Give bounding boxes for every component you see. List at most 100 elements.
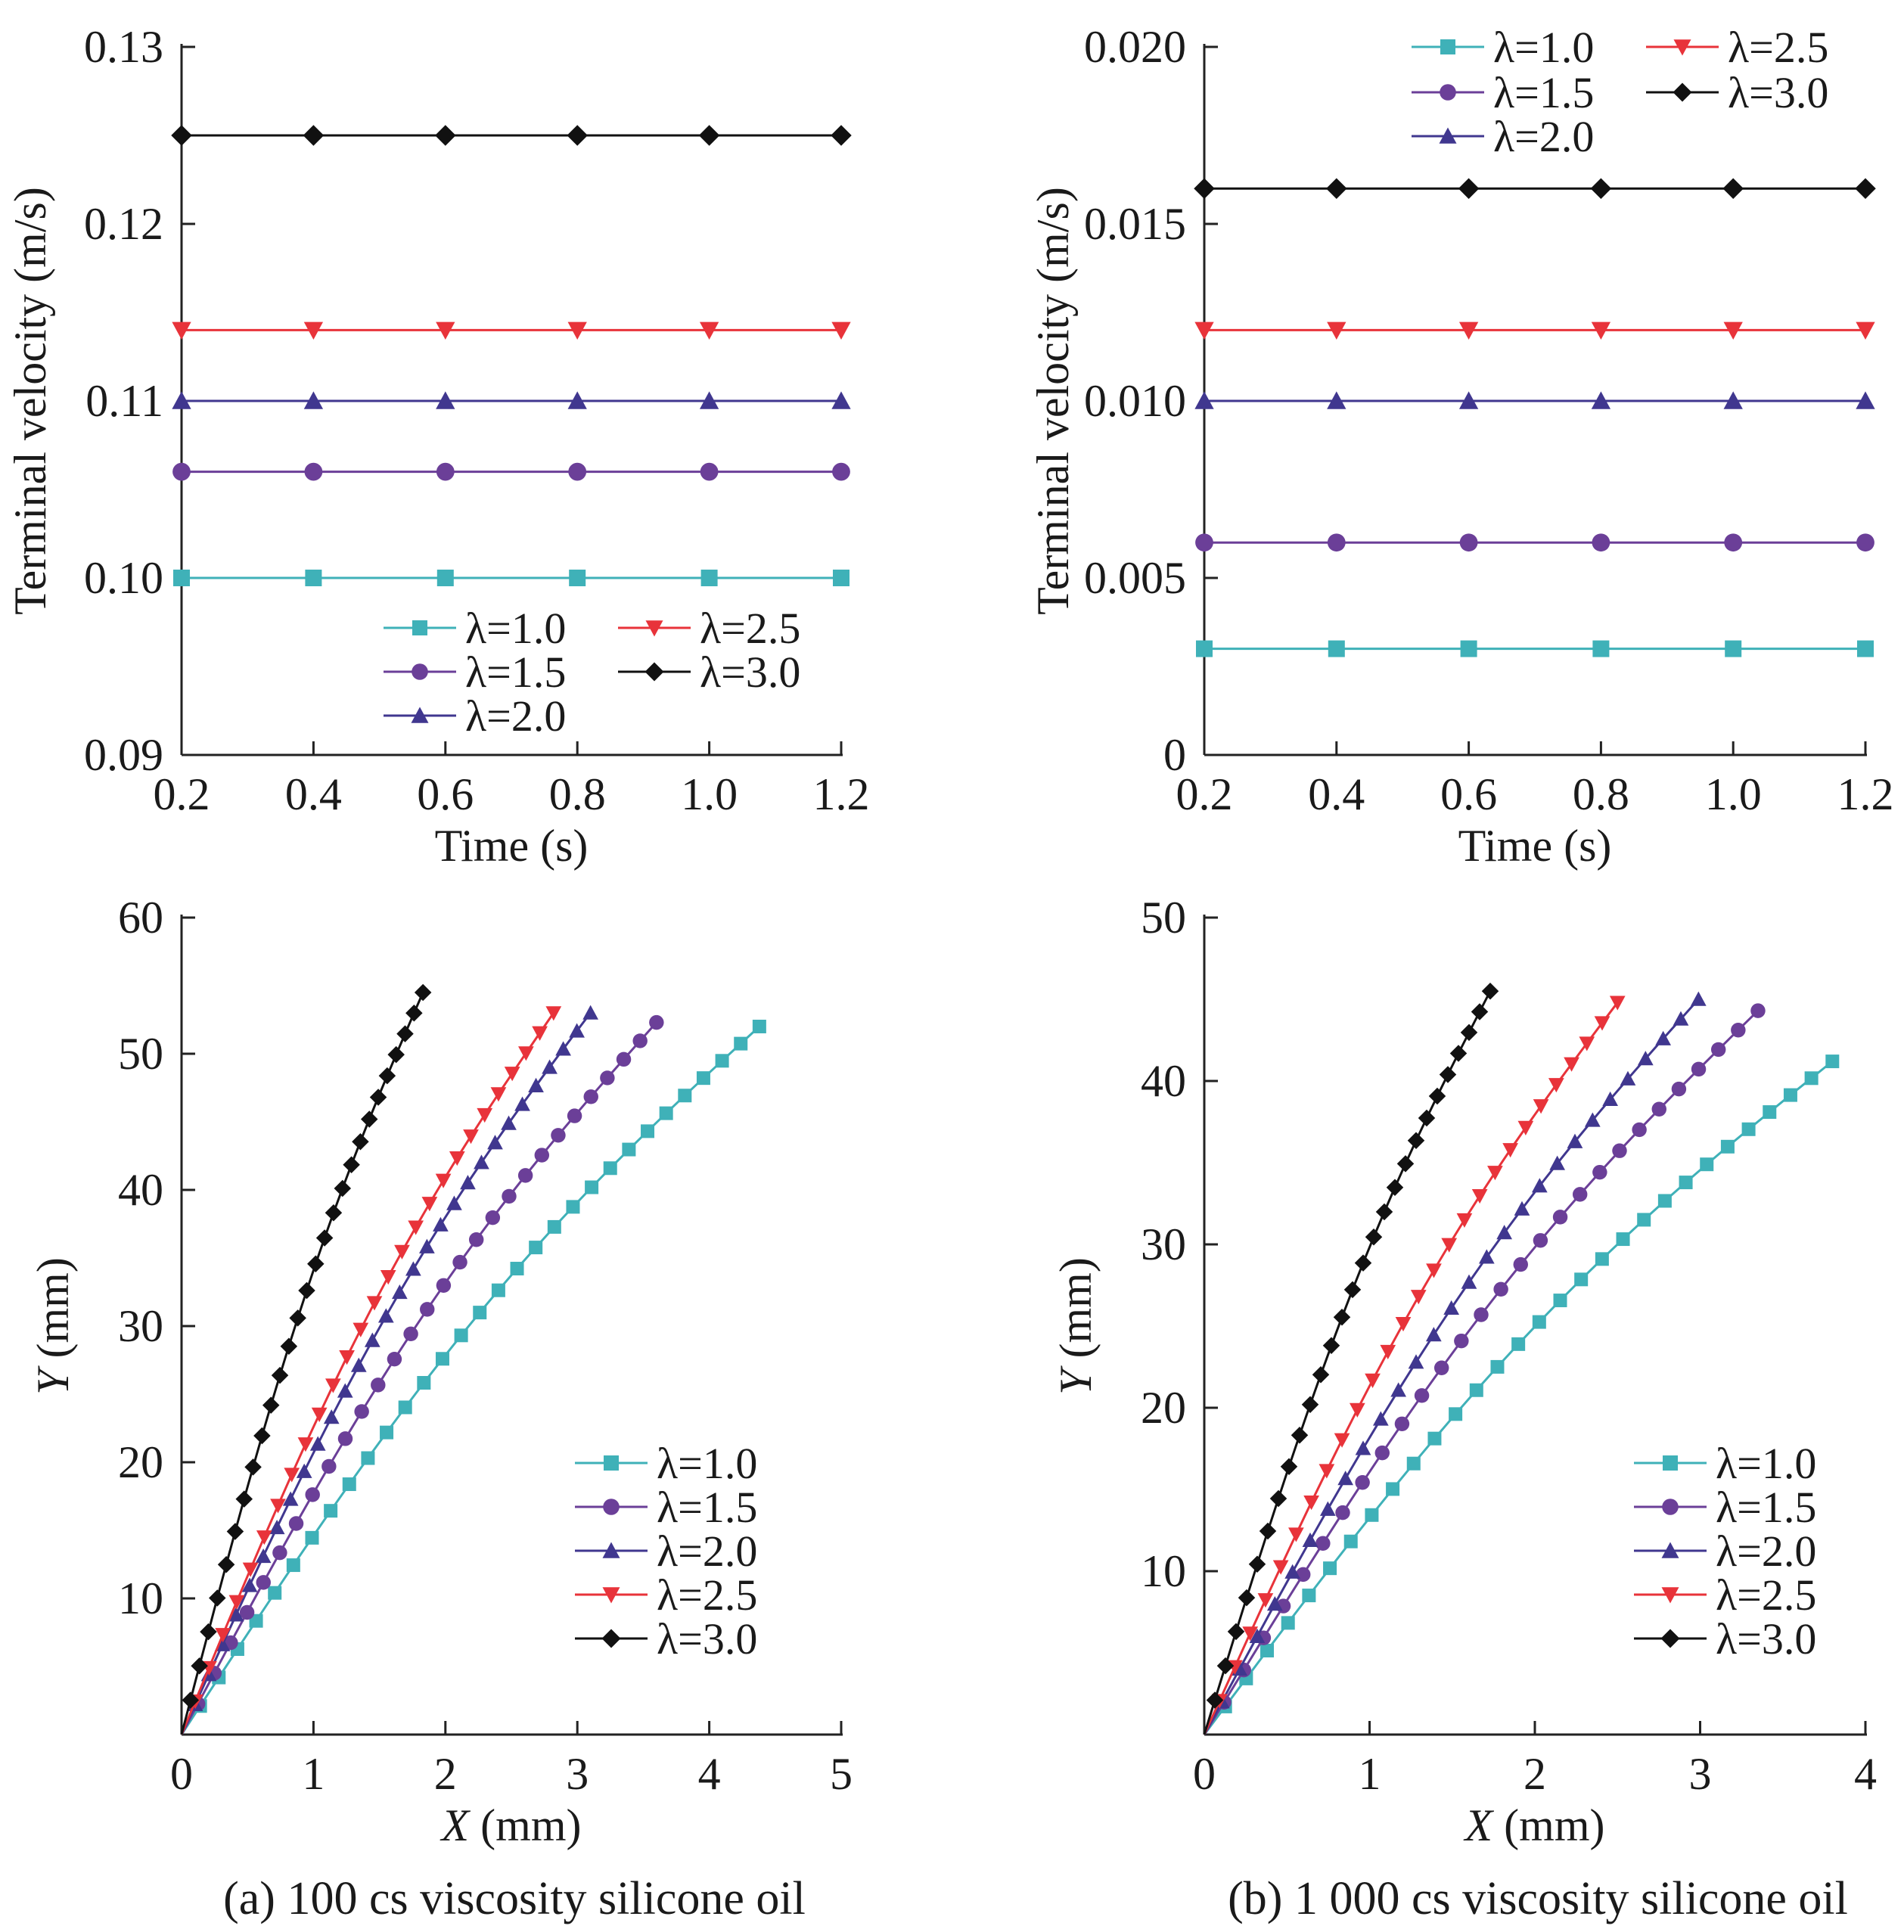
data-point bbox=[1425, 1327, 1442, 1342]
data-point bbox=[1206, 1691, 1224, 1709]
data-point bbox=[603, 1161, 617, 1176]
data-point bbox=[1427, 1431, 1442, 1446]
data-point bbox=[582, 1005, 598, 1020]
data-point bbox=[1637, 1051, 1654, 1066]
data-point bbox=[1322, 1337, 1340, 1355]
data-point bbox=[1328, 640, 1345, 657]
series-lambda-1-0 bbox=[173, 570, 850, 586]
data-point bbox=[1248, 1555, 1266, 1573]
data-point bbox=[1266, 1596, 1283, 1611]
data-point bbox=[1632, 1122, 1647, 1138]
data-point bbox=[1690, 991, 1707, 1006]
data-point bbox=[288, 1516, 304, 1531]
data-point bbox=[325, 1204, 343, 1222]
data-point bbox=[700, 570, 718, 586]
data-point bbox=[1407, 1132, 1425, 1150]
data-point bbox=[1590, 178, 1612, 199]
data-point bbox=[339, 1350, 355, 1365]
x-axis-var: X bbox=[440, 1800, 471, 1850]
data-point bbox=[1327, 321, 1346, 340]
data-point bbox=[284, 1468, 300, 1483]
chart-b-terminal-velocity: 0.2 0.4 0.6 0.8 1.0 1.2 0 0.005 0.010 0.015 0.020 T… bbox=[1028, 22, 1894, 871]
data-point bbox=[1612, 1143, 1627, 1158]
data-point bbox=[343, 1156, 360, 1173]
y-tick-label: 40 bbox=[118, 1165, 163, 1215]
legend-marker bbox=[1663, 1455, 1678, 1471]
data-point bbox=[305, 1530, 319, 1545]
data-point bbox=[1856, 321, 1875, 340]
x-tick-label: 1 bbox=[1359, 1749, 1381, 1799]
data-point bbox=[1458, 178, 1480, 199]
data-point bbox=[1513, 1256, 1528, 1272]
data-point bbox=[1335, 1505, 1350, 1520]
data-point bbox=[567, 391, 587, 409]
series-lambda-3-0 bbox=[180, 983, 432, 1735]
legend: λ=1.0λ=1.5λ=2.0 λ=2.5λ=3.0 bbox=[1412, 23, 1828, 161]
data-point bbox=[215, 1628, 231, 1643]
data-point bbox=[504, 1067, 520, 1082]
data-point bbox=[1315, 1536, 1331, 1551]
data-point bbox=[1227, 1623, 1245, 1641]
data-point bbox=[485, 1210, 501, 1225]
legend-marker bbox=[1673, 39, 1691, 56]
x-axis-title: Time (s) bbox=[1458, 821, 1612, 871]
data-point bbox=[1651, 1101, 1666, 1117]
data-point bbox=[1511, 1337, 1526, 1351]
legend-marker bbox=[1440, 39, 1455, 54]
legend-marker bbox=[602, 1542, 620, 1558]
data-point bbox=[1418, 1109, 1436, 1127]
data-point bbox=[622, 1142, 636, 1157]
y-axis-var: Y bbox=[1051, 1365, 1101, 1395]
data-point bbox=[1531, 1178, 1548, 1193]
legend-marker bbox=[603, 1499, 620, 1515]
data-point bbox=[1334, 1433, 1350, 1448]
data-point bbox=[1302, 1589, 1316, 1603]
data-point bbox=[337, 1383, 353, 1398]
y-tick-label: 0.12 bbox=[84, 199, 163, 249]
data-point bbox=[311, 1407, 328, 1422]
x-tick-label: 0.6 bbox=[1440, 769, 1497, 819]
data-point bbox=[1595, 1252, 1609, 1266]
data-point bbox=[1609, 996, 1626, 1011]
data-point bbox=[1574, 1272, 1589, 1287]
data-point bbox=[1533, 1099, 1549, 1114]
data-point bbox=[1343, 1534, 1358, 1548]
data-point bbox=[398, 1400, 412, 1415]
legend-label: λ=1.5 bbox=[1493, 68, 1594, 117]
x-tick-label: 0.8 bbox=[1573, 769, 1629, 819]
data-point bbox=[1710, 1042, 1726, 1058]
data-point bbox=[1572, 1187, 1588, 1202]
series-lambda-1-5 bbox=[1195, 533, 1874, 552]
data-point bbox=[1657, 1194, 1672, 1208]
x-tick-label: 1 bbox=[302, 1749, 325, 1799]
data-point bbox=[1449, 1045, 1468, 1062]
data-point bbox=[435, 1352, 449, 1366]
data-point bbox=[1454, 1333, 1469, 1349]
data-point bbox=[228, 1607, 244, 1622]
data-point bbox=[408, 1220, 424, 1235]
data-point bbox=[1327, 533, 1346, 552]
data-point bbox=[1349, 1402, 1365, 1418]
data-point bbox=[555, 1041, 571, 1056]
data-point bbox=[715, 1054, 729, 1068]
data-point bbox=[305, 570, 322, 586]
data-point bbox=[1594, 1016, 1610, 1031]
y-axis-var: Y bbox=[28, 1365, 78, 1395]
data-point bbox=[1303, 1496, 1319, 1511]
data-point bbox=[473, 1306, 487, 1320]
data-point bbox=[354, 1404, 369, 1419]
data-point bbox=[1319, 1501, 1336, 1516]
data-point bbox=[1280, 1458, 1298, 1475]
x-axis-unit: (mm) bbox=[1492, 1800, 1604, 1850]
data-point bbox=[323, 1409, 340, 1424]
legend-item-lambda-2-5: λ=2.5 bbox=[1646, 23, 1828, 72]
data-point bbox=[171, 125, 192, 146]
x-axis-title: X (mm) bbox=[440, 1800, 582, 1850]
data-point bbox=[1259, 1522, 1277, 1540]
data-point bbox=[1312, 1366, 1330, 1384]
data-point bbox=[1355, 1475, 1370, 1490]
data-point bbox=[1288, 1527, 1304, 1542]
legend-label: λ=3.0 bbox=[1728, 68, 1828, 117]
